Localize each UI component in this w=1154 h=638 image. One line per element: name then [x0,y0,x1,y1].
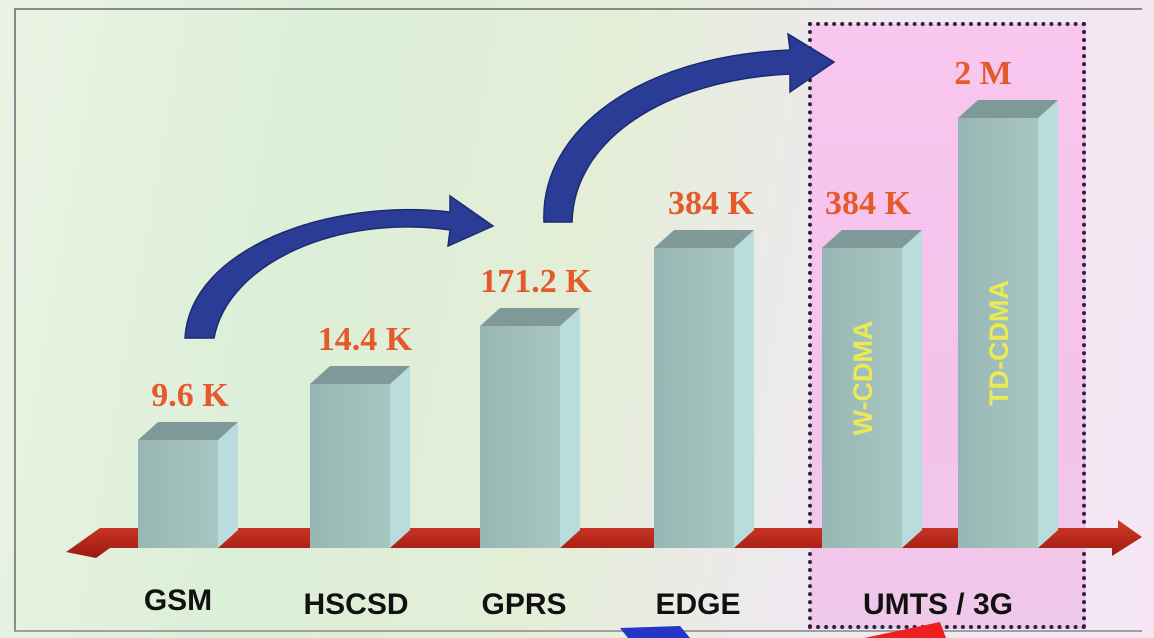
progress-arrow-2 [543,32,836,223]
image-frame [14,8,1142,632]
bar-gprs-2 [480,308,580,548]
bar-hscsd-1 [310,366,410,548]
bar-front [480,326,560,548]
bar-side [1038,100,1058,548]
bottom-blue-arrow-fragment [620,626,690,638]
bar-top [310,366,410,384]
value-label-2: 171.2 K [480,263,592,300]
bar-front [138,440,218,548]
bar-front [654,248,734,548]
bar-side [902,230,922,548]
bar-side [560,308,580,548]
value-label-5: 2 M [954,55,1012,92]
category-label-umts: UMTS / 3G [863,588,1013,621]
bar-side [390,366,410,548]
category-label-edge: EDGE [655,588,740,621]
bar-gsm-0 [138,422,238,548]
bar-top [480,308,580,326]
inner-label-td-cdma: TD-CDMA [984,280,1014,406]
bar-top [822,230,922,248]
bar-side [734,230,754,548]
category-label-hscsd: HSCSD [303,588,408,621]
bar-top [958,100,1058,118]
value-label-3: 384 K [668,185,755,222]
bar-side [218,422,238,548]
umts-dotted-box [808,22,1086,629]
category-label-gprs: GPRS [481,588,566,621]
bar-top [654,230,754,248]
bar-front [958,118,1038,548]
progress-arrow-1 [184,194,495,339]
labels-layer: 9.6 K 14.4 K 171.2 K 384 K 384 K W-CDMA 2 M TD-… [151,55,1014,435]
bar-top [138,422,238,440]
bar-front [310,384,390,548]
bar-front [822,248,902,548]
bottom-red-arrow-fragment [864,622,946,638]
bars-layer [138,100,1058,548]
inner-label-w-cdma: W-CDMA [848,321,878,436]
value-label-4: 384 K [825,185,912,222]
value-label-0: 9.6 K [151,377,229,414]
bar-umts-3g-5 [958,100,1058,548]
value-label-1: 14.4 K [318,321,413,358]
bar-umts-3g-4 [822,230,922,548]
category-label-gsm: GSM [144,584,212,617]
bar-edge-3 [654,230,754,548]
